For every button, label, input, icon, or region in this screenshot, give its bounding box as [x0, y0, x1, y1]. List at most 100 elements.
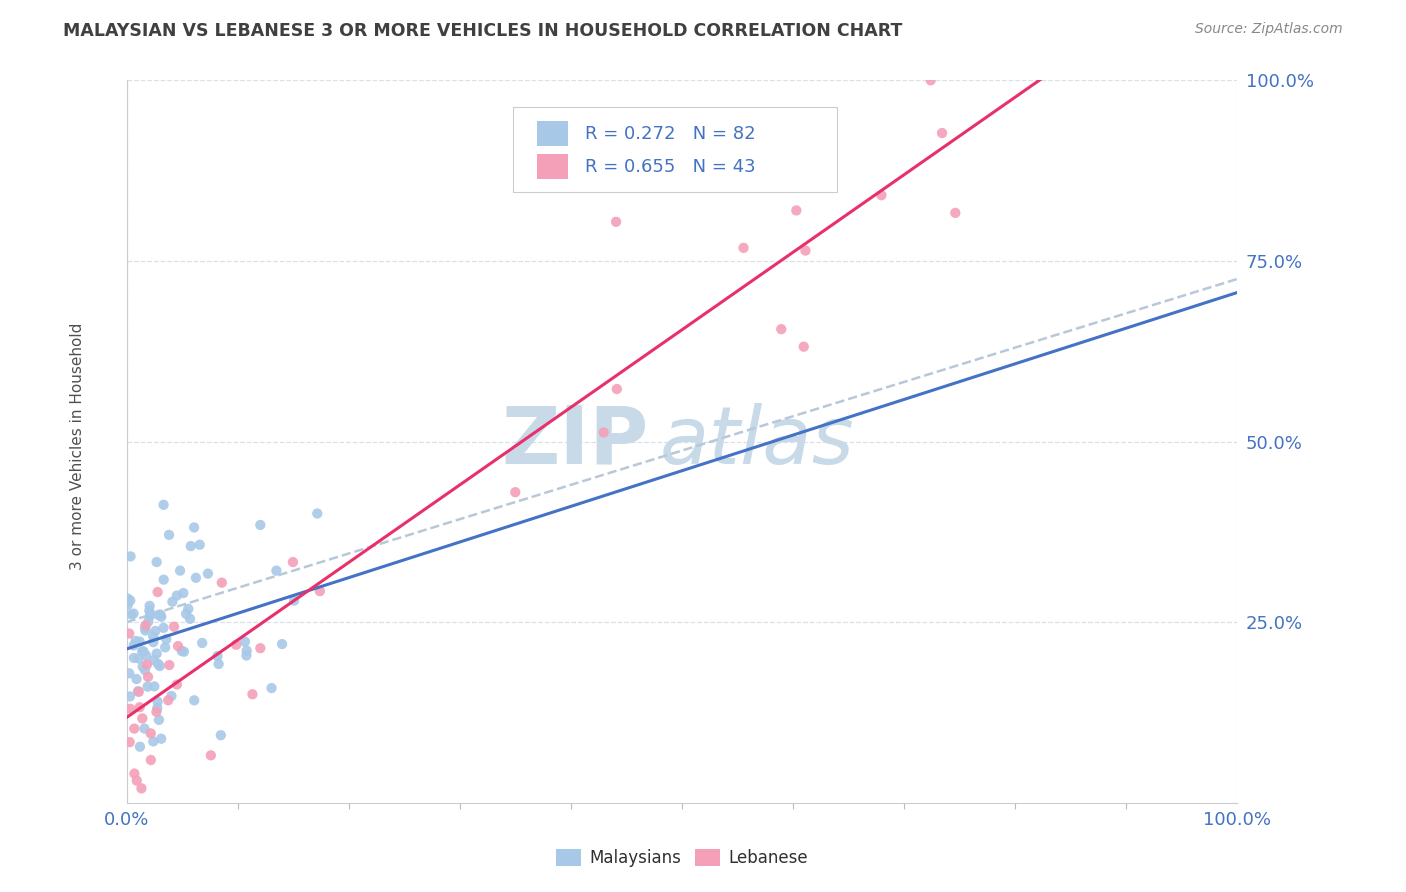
Point [152, 573, 174, 587]
Point [143, 680, 166, 694]
Point [142, 635, 165, 649]
Point [117, 591, 139, 606]
Point [143, 653, 166, 667]
Point [209, 728, 232, 742]
Point [211, 575, 233, 590]
Point [191, 636, 214, 650]
Point [118, 690, 141, 704]
Point [139, 608, 162, 623]
Point [149, 607, 172, 622]
Point [148, 607, 170, 622]
Point [733, 241, 755, 255]
Text: 3 or more Vehicles in Household: 3 or more Vehicles in Household [70, 322, 84, 570]
Point [120, 607, 142, 622]
Point [118, 626, 141, 640]
Point [152, 621, 174, 635]
Text: ZIP: ZIP [502, 402, 648, 481]
Point [128, 634, 150, 648]
Point [157, 658, 180, 673]
Point [207, 657, 229, 671]
Legend: Malaysians, Lebanese: Malaysians, Lebanese [550, 842, 814, 874]
Point [235, 648, 257, 663]
Point [138, 603, 160, 617]
Point [184, 571, 207, 585]
Point [307, 507, 329, 521]
Point [592, 425, 614, 440]
Point [943, 206, 966, 220]
Point [233, 634, 256, 648]
Point [931, 126, 953, 140]
Point [606, 382, 628, 396]
Point [266, 564, 288, 578]
Point [125, 672, 148, 686]
Point [157, 528, 180, 542]
Point [260, 681, 283, 695]
Point [146, 585, 169, 599]
Point [131, 711, 153, 725]
Point [135, 648, 157, 663]
Point [153, 640, 176, 655]
Point [503, 485, 526, 500]
Point [145, 705, 167, 719]
Point [150, 731, 173, 746]
Point [197, 566, 219, 581]
Point [122, 639, 145, 653]
Point [146, 701, 169, 715]
Point [146, 657, 169, 671]
Point [136, 657, 159, 672]
Point [207, 648, 229, 663]
Point [129, 739, 152, 754]
Point [124, 766, 146, 780]
Text: Source: ZipAtlas.com: Source: ZipAtlas.com [1195, 22, 1343, 37]
Point [169, 564, 191, 578]
Point [157, 693, 180, 707]
Point [163, 620, 186, 634]
Point [118, 735, 141, 749]
Point [145, 624, 167, 638]
Point [173, 645, 195, 659]
Text: atlas: atlas [659, 402, 855, 481]
Point [174, 607, 197, 621]
Point [271, 637, 294, 651]
Point [132, 644, 155, 658]
Point [134, 722, 156, 736]
Point [142, 734, 165, 748]
Point [122, 651, 145, 665]
Point [120, 549, 142, 564]
Point [131, 644, 153, 658]
Point [135, 618, 157, 632]
Point [183, 693, 205, 707]
Point [128, 651, 150, 665]
Point [117, 598, 139, 612]
Point [145, 647, 167, 661]
Point [136, 680, 159, 694]
Point [134, 663, 156, 677]
Text: R = 0.272   N = 82: R = 0.272 N = 82 [585, 125, 755, 143]
Point [170, 644, 193, 658]
Point [134, 620, 156, 634]
Point [150, 609, 173, 624]
Point [149, 659, 172, 673]
Point [122, 607, 145, 621]
Text: R = 0.655   N = 43: R = 0.655 N = 43 [585, 158, 755, 176]
Point [120, 593, 142, 607]
Point [146, 695, 169, 709]
Point [188, 538, 211, 552]
Point [803, 181, 825, 195]
Point [136, 670, 159, 684]
Point [160, 689, 183, 703]
Point [770, 322, 793, 336]
Point [281, 555, 304, 569]
Point [155, 632, 177, 647]
Point [139, 607, 162, 622]
Point [124, 634, 146, 648]
Point [225, 638, 247, 652]
Point [249, 641, 271, 656]
Point [283, 593, 305, 607]
Point [183, 520, 205, 534]
Point [166, 589, 188, 603]
Point [128, 700, 150, 714]
Text: MALAYSIAN VS LEBANESE 3 OR MORE VEHICLES IN HOUSEHOLD CORRELATION CHART: MALAYSIAN VS LEBANESE 3 OR MORE VEHICLES… [63, 22, 903, 40]
Point [249, 518, 271, 533]
Point [167, 639, 190, 653]
